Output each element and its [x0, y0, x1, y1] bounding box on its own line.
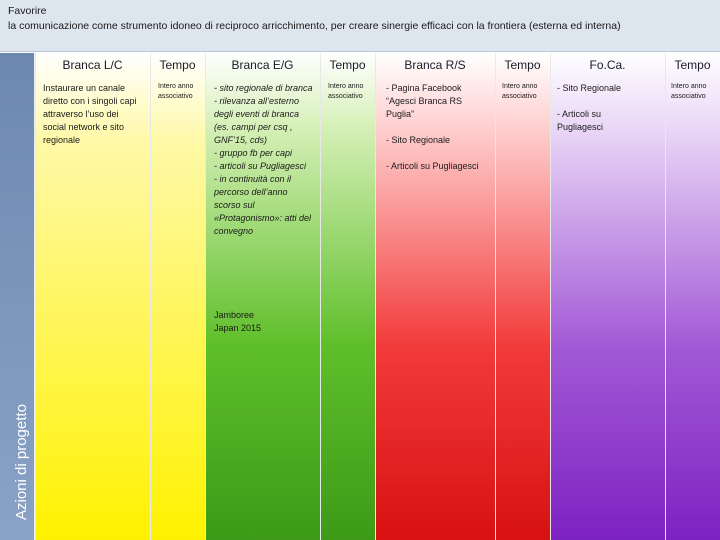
eg-line-2: - rilevanza all’esterno degli eventi di … [214, 96, 300, 145]
rs-item-3: - Articoli su Pugliagesci [386, 161, 479, 171]
column-rs-tempo [495, 53, 550, 540]
foca-item-1: - Sito Regionale [557, 83, 622, 93]
title-banner: Favorire la comunicazione come strumento… [0, 0, 720, 52]
header-rs: Branca R/S [404, 58, 466, 72]
eg-line-4: - articoli su Pugliagesci [214, 161, 307, 171]
column-lc [35, 53, 150, 540]
header-eg: Branca E/G [231, 58, 294, 72]
header-lc: Branca L/C [62, 58, 123, 72]
eg-line-1: - sito regionale di branca [214, 83, 313, 93]
foca-tempo-text: Intero anno associativo [671, 83, 707, 100]
column-lc-tempo [150, 53, 205, 540]
eg-line-3: - gruppo fb per capi [214, 148, 293, 158]
column-foca [550, 53, 665, 540]
header-foca-tempo: Tempo [674, 58, 711, 72]
eg-jamboree: Jamboree Japan 2015 [214, 310, 262, 333]
header-eg-tempo: Tempo [329, 58, 366, 72]
foca-item-2: - Articoli su Pugliagesci [557, 109, 604, 132]
lc-text: Instaurare un canale diretto con i singo… [43, 83, 137, 145]
rs-item-2: - Sito Regionale [386, 135, 451, 145]
column-foca-tempo [665, 53, 720, 540]
column-eg-tempo [320, 53, 375, 540]
side-label-panel: Azioni di progetto [0, 53, 35, 540]
column-rs [375, 53, 495, 540]
header-lc-tempo: Tempo [159, 58, 196, 72]
column-eg [205, 53, 320, 540]
eg-line-5: - in continuità con il percorso dell’ann… [214, 174, 312, 236]
banner-line-1: Favorire [8, 5, 47, 17]
lc-tempo-text: Intero anno associativo [158, 83, 194, 100]
side-label: Azioni di progetto [13, 404, 30, 520]
rs-tempo-text: Intero anno associativo [502, 83, 538, 100]
eg-tempo-text: Intero anno associativo [328, 83, 364, 100]
header-foca: Fo.Ca. [589, 58, 626, 72]
eg-list: - sito regionale di branca - rilevanza a… [214, 82, 314, 238]
header-rs-tempo: Tempo [504, 58, 541, 72]
banner-line-2: la comunicazione come strumento idoneo d… [8, 20, 621, 32]
rs-item-1: - Pagina Facebook “Agesci Branca RS Pugl… [386, 83, 463, 119]
